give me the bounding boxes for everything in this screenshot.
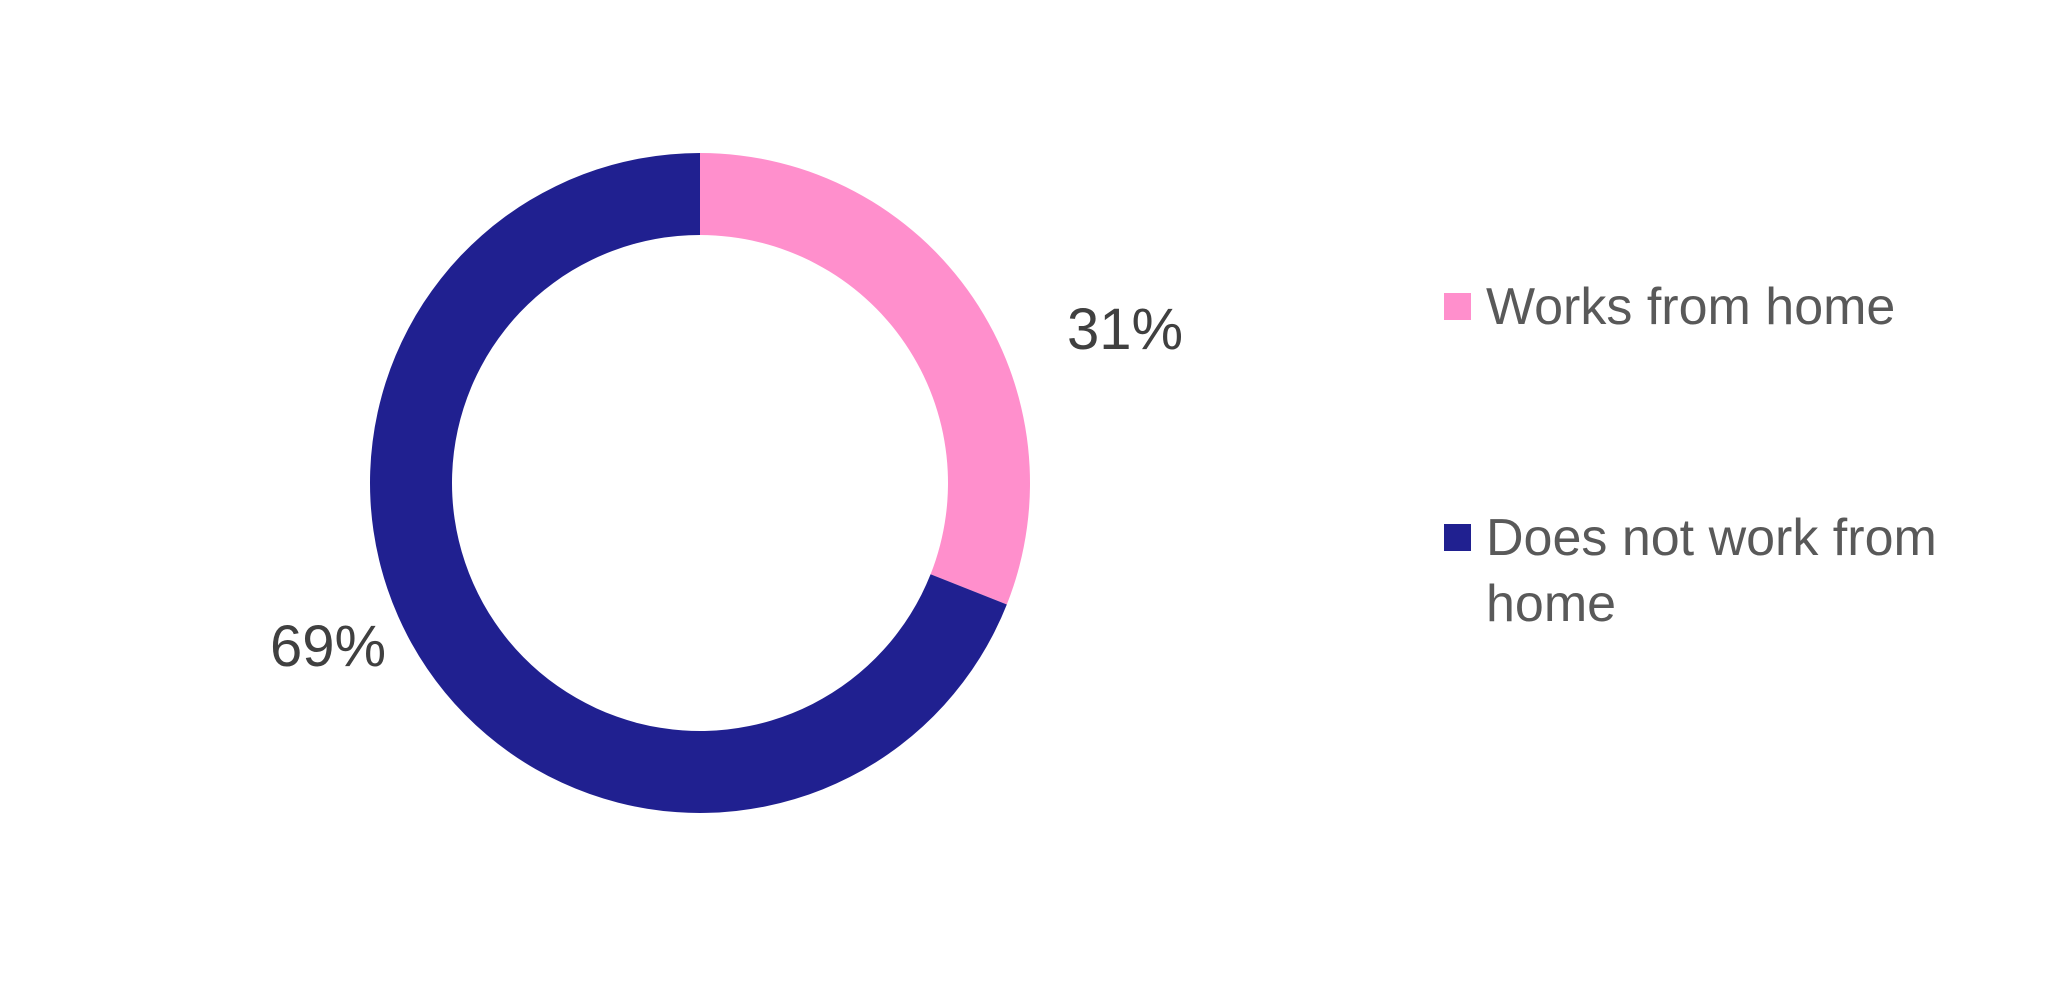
donut-slice-1 (700, 153, 1030, 605)
data-label-2: 69% (270, 614, 386, 679)
data-label-1: 31% (1067, 297, 1183, 362)
legend-swatch-1 (1444, 293, 1471, 320)
legend-label-1: Works from home (1486, 278, 1895, 336)
legend-label-2: Does not work from (1486, 509, 1937, 567)
legend-swatch-2 (1444, 524, 1471, 551)
legend-label-2: home (1486, 575, 1616, 633)
